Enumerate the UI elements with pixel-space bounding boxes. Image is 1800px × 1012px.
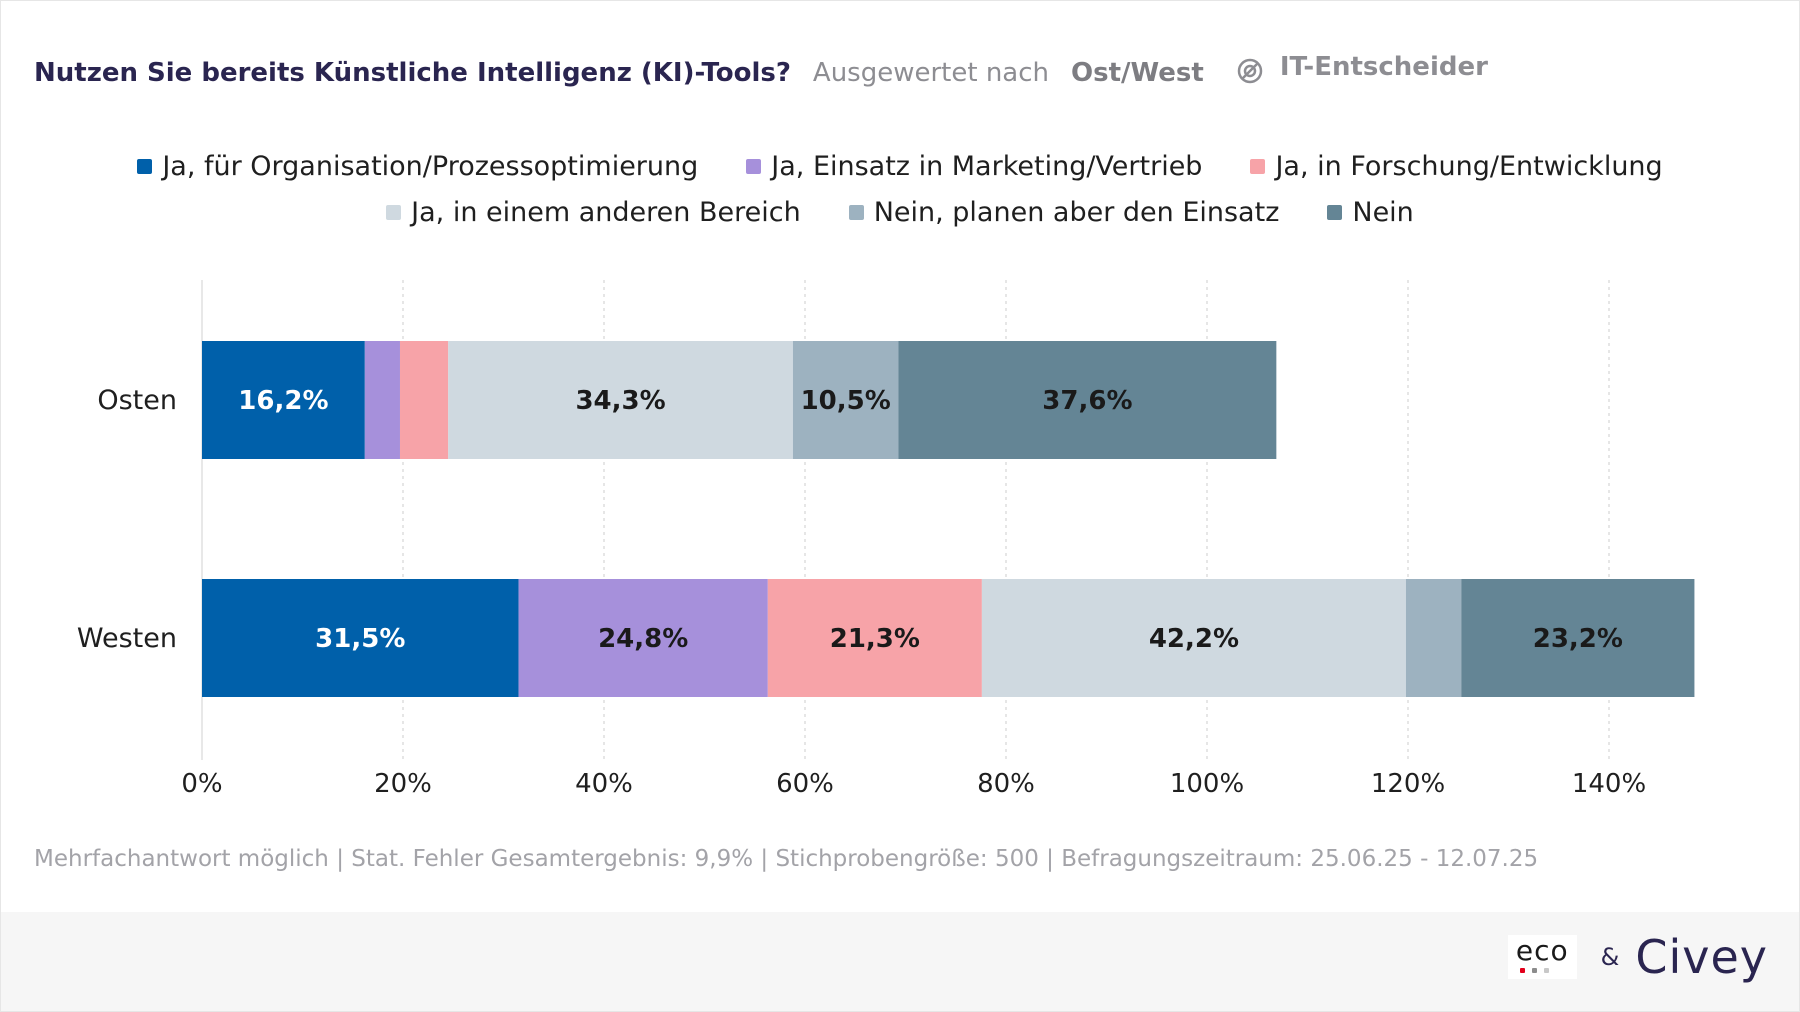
x-tick-label: 20%	[374, 769, 432, 799]
data-label: 21,3%	[830, 624, 920, 654]
legend-label: Ja, in einem anderen Bereich	[411, 197, 801, 228]
data-label: 24,8%	[598, 624, 688, 654]
data-label: 37,6%	[1042, 386, 1132, 416]
eco-logo-dots	[1519, 968, 1549, 973]
legend-swatch	[746, 159, 762, 174]
chart-header: Nutzen Sie bereits Künstliche Intelligen…	[34, 52, 1488, 92]
x-tick-label: 0%	[181, 769, 222, 799]
legend-swatch	[1250, 159, 1266, 174]
eco-logo-text: eco	[1515, 934, 1569, 967]
bar-segment	[792, 341, 899, 459]
bar-segment	[202, 341, 365, 459]
data-label: 10,5%	[801, 386, 891, 416]
bar-segment	[448, 341, 793, 459]
x-tick-label: 100%	[1170, 769, 1244, 799]
bar-segment	[767, 579, 982, 697]
legend-swatch	[386, 205, 402, 220]
bar-segment	[399, 341, 449, 459]
legend-label: Ja, in Forschung/Entwicklung	[1275, 151, 1663, 182]
data-label: 42,2%	[1149, 624, 1239, 654]
evaluated-by-value[interactable]: Ost/West	[1071, 58, 1204, 88]
legend-label: Nein, planen aber den Einsatz	[873, 197, 1280, 228]
data-label: 34,3%	[575, 386, 665, 416]
audience-filter[interactable]: IT-Entscheider	[1236, 52, 1488, 84]
logo-ampersand: &	[1600, 943, 1620, 971]
legend-label: Nein	[1352, 197, 1414, 228]
bar-segment	[364, 341, 400, 459]
footer-band	[1, 912, 1799, 1011]
data-label: 23,2%	[1533, 624, 1623, 654]
legend-label: Ja, für Organisation/Prozessoptimierung	[162, 151, 699, 182]
legend-swatch	[1327, 205, 1343, 220]
legend-item[interactable]: Ja, in Forschung/Entwicklung	[1250, 151, 1663, 182]
stacked-bar-chart: 0% 20% 40% 60% 80% 100% 120% 140% Osten Westen 16,…	[77, 280, 1695, 799]
footnote: Mehrfachantwort möglich | Stat. Fehler G…	[34, 846, 1539, 872]
x-tick-label: 140%	[1572, 769, 1646, 799]
data-label: 31,5%	[315, 624, 405, 654]
category-label: Westen	[77, 623, 177, 654]
bar-segment	[518, 579, 768, 697]
bar-segment	[1405, 579, 1462, 697]
civey-logo: Civey	[1635, 930, 1768, 984]
legend-swatch	[848, 205, 864, 220]
legend-item[interactable]: Nein, planen aber den Einsatz	[848, 197, 1280, 228]
logo-area: eco & Civey	[1507, 930, 1768, 984]
data-label: 16,2%	[238, 386, 328, 416]
legend-swatch	[137, 159, 153, 174]
bar-segment	[898, 341, 1277, 459]
bar-segment	[202, 579, 519, 697]
bar-segment	[1461, 579, 1695, 697]
x-tick-label: 60%	[776, 769, 834, 799]
legend-row: Ja, für Organisation/Prozessoptimierung J…	[0, 151, 1800, 182]
legend-item[interactable]: Nein	[1327, 197, 1414, 228]
x-tick-label: 80%	[977, 769, 1035, 799]
evaluated-by-label: Ausgewertet nach	[812, 58, 1050, 88]
legend-label: Ja, Einsatz in Marketing/Vertrieb	[771, 151, 1203, 182]
legend-item[interactable]: Ja, für Organisation/Prozessoptimierung	[137, 151, 698, 182]
legend-row: Ja, in einem anderen Bereich Nein, planen…	[0, 197, 1800, 228]
target-group-icon	[1237, 58, 1263, 84]
x-tick-label: 40%	[575, 769, 633, 799]
chart-title: Nutzen Sie bereits Künstliche Intelligen…	[34, 58, 791, 88]
bar-segment	[981, 579, 1406, 697]
legend-item[interactable]: Ja, in einem anderen Bereich	[386, 197, 801, 228]
x-tick-label: 120%	[1371, 769, 1445, 799]
legend-item[interactable]: Ja, Einsatz in Marketing/Vertrieb	[746, 151, 1202, 182]
audience-label: IT-Entscheider	[1279, 52, 1488, 82]
category-label: Osten	[97, 385, 177, 416]
eco-logo: eco	[1507, 934, 1577, 979]
